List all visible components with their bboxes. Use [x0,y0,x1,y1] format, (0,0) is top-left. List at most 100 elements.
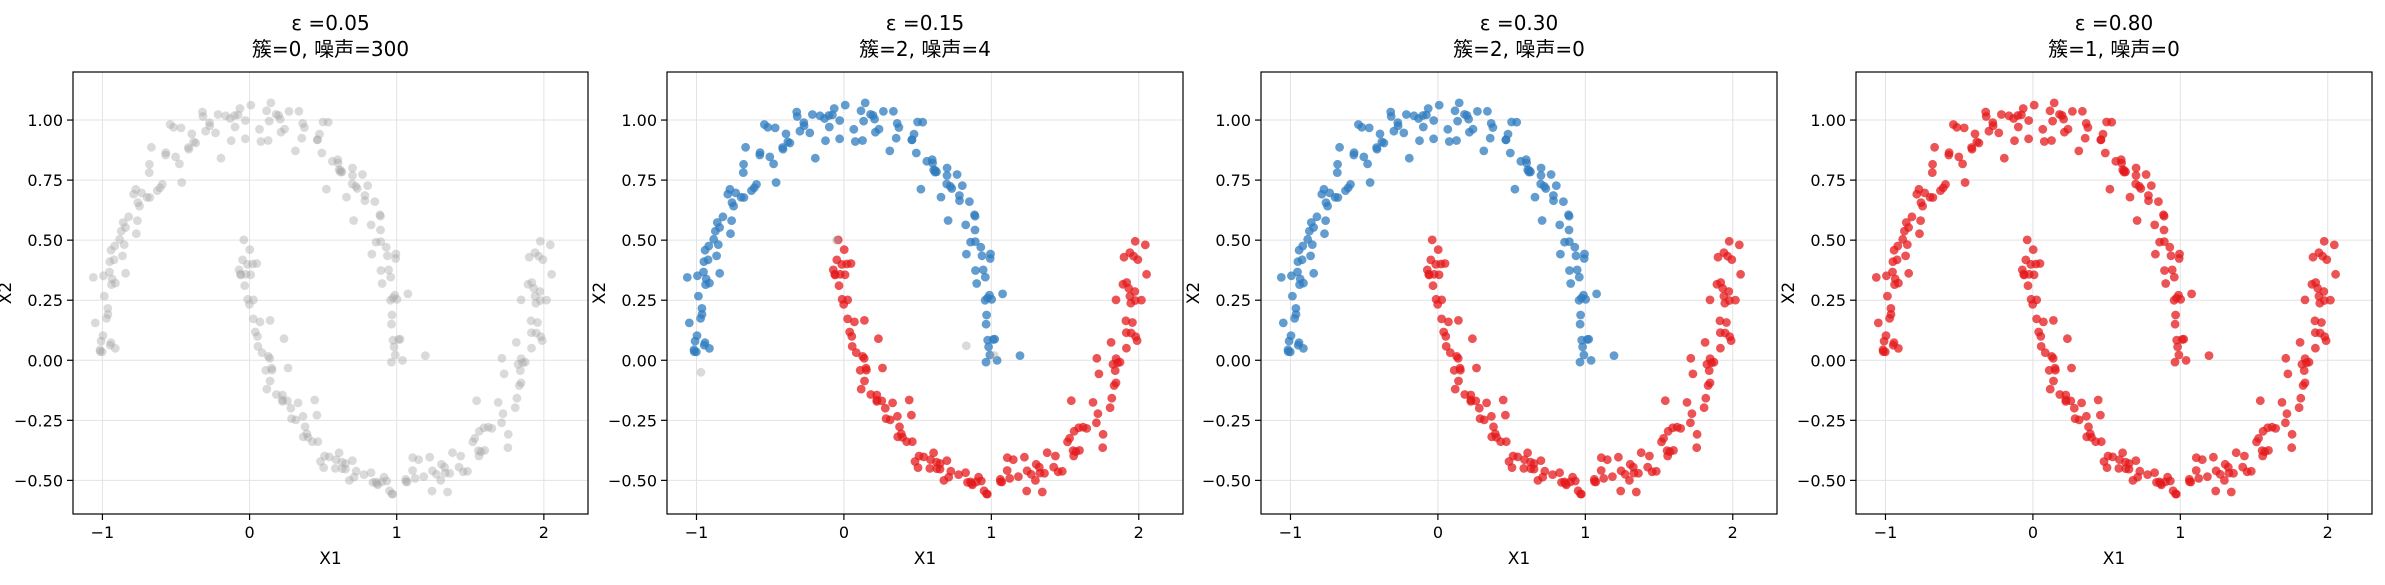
data-point [1415,136,1424,146]
data-point [387,489,397,499]
data-point [2048,354,2058,363]
data-point [1399,128,1409,138]
y-tick-label: 0.25 [621,291,657,310]
data-point [243,260,252,269]
data-point [191,138,201,148]
data-point [885,415,895,425]
data-point [1702,359,1712,369]
data-point [2045,384,2055,394]
data-point [1949,120,1958,129]
data-point [298,432,308,442]
data-point [1098,443,1108,453]
data-point [925,464,935,473]
data-point [929,448,938,458]
data-point [1882,271,1891,281]
data-point [2203,472,2212,481]
data-point [234,265,244,275]
data-point [1428,281,1438,291]
data-point [2300,295,2310,305]
data-point [965,197,974,207]
data-point [520,357,530,367]
data-point [387,310,397,320]
data-point [699,340,709,350]
data-point [1888,340,1898,350]
data-point [2018,104,2028,113]
x-tick-label: 0 [2028,523,2038,542]
data-point [1628,462,1638,472]
data-point [888,398,897,408]
data-point [981,319,991,329]
data-point [932,167,941,177]
data-point [371,477,381,487]
data-point [498,409,508,419]
data-point [704,241,714,251]
data-point [682,273,692,282]
x-tick-label: 1 [2175,523,2185,542]
data-point [713,240,723,250]
data-point [1920,188,1930,198]
data-point [1505,148,1515,158]
data-point [952,170,962,179]
data-point [1069,451,1079,461]
data-point [1333,159,1342,169]
data-point [2044,365,2054,375]
data-point [1022,486,1032,496]
data-point [189,137,199,147]
data-point [2078,106,2087,116]
points-layer [88,98,556,499]
data-point [1513,452,1523,462]
data-point [874,334,883,344]
data-point [1130,236,1140,246]
data-point [985,350,995,360]
y-axis-label: X2 [1184,282,1204,304]
data-point [97,347,107,357]
data-point [187,129,197,139]
data-point [1699,403,1709,413]
data-point [1305,226,1314,236]
data-point [1871,273,1881,282]
data-point [1716,343,1725,353]
data-point [341,459,350,468]
data-point [1093,409,1103,419]
data-point [1972,137,1982,147]
data-point [2067,363,2076,373]
plot-frame [666,71,1184,515]
data-point [1873,318,1883,328]
data-point [2105,184,2115,194]
data-point [408,466,417,475]
data-point [527,343,536,353]
y-tick-label: 0.00 [27,351,63,370]
data-point [152,186,162,196]
data-point [230,122,240,132]
data-point [1423,104,1433,113]
data-point [1372,143,1381,152]
data-point [2267,422,2277,432]
data-point [1444,317,1453,327]
data-point [1488,123,1498,132]
data-point [516,295,526,305]
data-point [318,117,328,127]
data-point [376,266,386,275]
data-point [769,159,778,169]
data-point [1602,455,1612,465]
data-point [1894,278,1903,288]
data-point [2036,332,2046,341]
data-point [1285,347,1295,357]
data-point [279,334,289,344]
data-point [2107,117,2117,127]
data-point [176,123,186,133]
data-point [284,107,294,116]
data-point [155,183,165,193]
data-point [1536,456,1546,465]
data-point [970,211,980,221]
data-point [1142,269,1151,279]
data-point [2144,191,2153,200]
data-point [1320,229,1329,239]
data-point [1536,179,1546,189]
data-point [866,390,876,399]
data-point [2161,279,2171,288]
data-point [535,287,545,296]
data-point [129,189,139,199]
data-point [2077,398,2087,408]
data-point [2028,300,2038,309]
